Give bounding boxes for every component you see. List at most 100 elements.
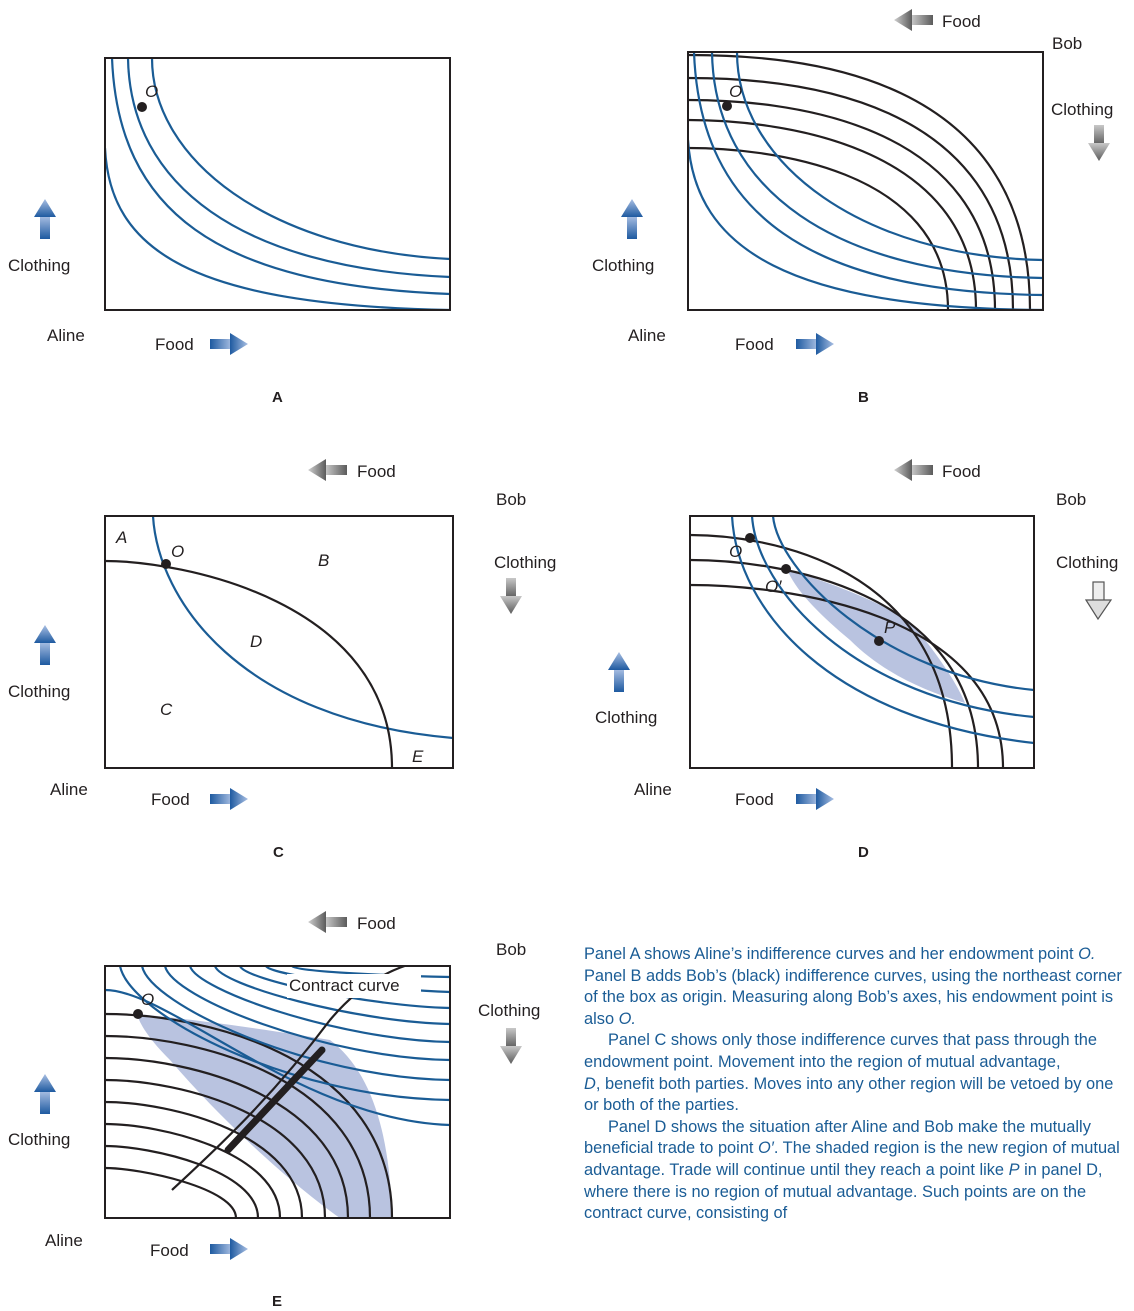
- point-label-o: O: [145, 82, 158, 101]
- point-label-o: O: [171, 542, 184, 561]
- aline-curve-3: [710, 52, 1043, 280]
- aline-food-label: Food: [150, 1241, 189, 1260]
- point-label-p: P: [884, 618, 896, 637]
- aline-indifference-curves: [105, 58, 450, 310]
- caption-text: Panel A shows Aline’s indifference curve…: [584, 945, 1079, 963]
- caption-text: . The shaded region is the new region of…: [584, 1139, 1120, 1179]
- panel-e: Contract curve O Food Bob Clothing Cloth…: [8, 911, 540, 1310]
- endowment-curves: [105, 516, 453, 768]
- aline-clothing-up-arrow-icon: [621, 199, 643, 239]
- edgeworth-box: [104, 515, 454, 769]
- bob-label: Bob: [496, 940, 526, 959]
- aline-curve-3: [126, 58, 450, 279]
- bob-curve-2: [690, 558, 980, 768]
- aline-curve-4: [163, 966, 450, 1062]
- caption-italic: O′: [758, 1139, 774, 1158]
- aline-clothing-label: Clothing: [8, 256, 70, 275]
- edgeworth-box: [104, 965, 451, 1219]
- aline-curve-2: [750, 516, 1034, 719]
- bob-curve-5: [105, 1100, 304, 1218]
- edgeworth-box: [689, 515, 1035, 769]
- caption-paragraph-3: Panel D shows the situation after Aline …: [584, 1117, 1132, 1225]
- bob-curve-3: [105, 1056, 350, 1218]
- aline-curve-1: [105, 988, 450, 1127]
- aline-food-label: Food: [151, 790, 190, 809]
- aline-label: Aline: [50, 780, 88, 799]
- aline-clothing-up-arrow-icon: [608, 652, 630, 692]
- caption-text: Panel D shows the situation after Aline …: [584, 1117, 1091, 1158]
- caption-italic: O.: [618, 1009, 636, 1028]
- panel-letter: B: [858, 389, 869, 406]
- bob-curve-1: [690, 533, 954, 768]
- aline-food-label: Food: [735, 335, 774, 354]
- indifference-curves: [105, 966, 450, 1218]
- region-c-label: C: [160, 700, 173, 719]
- aline-label: Aline: [628, 326, 666, 345]
- bob-curve-3: [688, 98, 997, 310]
- aline-food-right-arrow-icon: [210, 788, 248, 810]
- bob-label: Bob: [1056, 490, 1086, 509]
- aline-curve-1: [730, 516, 1034, 745]
- bob-clothing-label: Clothing: [478, 1001, 540, 1020]
- bob-curve-8: [105, 1166, 238, 1218]
- indifference-curves: [690, 516, 1034, 768]
- point-label-o: O: [729, 82, 742, 101]
- caption-text: Panel B adds Bob’s (black) indifference …: [584, 966, 1122, 1028]
- aline-curve-2: [692, 52, 1043, 297]
- aline-label: Aline: [634, 780, 672, 799]
- trade-point-o-prime: [781, 564, 791, 574]
- bob-food-left-arrow-icon: [894, 459, 933, 481]
- bob-food-label: Food: [357, 914, 396, 933]
- aline-curve-4: [735, 52, 1043, 262]
- aline-curve-1: [105, 147, 450, 310]
- aline-clothing-up-arrow-icon: [34, 625, 56, 665]
- contract-point-p: [874, 636, 884, 646]
- caption-paragraph-1: Panel A shows Aline’s indifference curve…: [584, 944, 1132, 1030]
- point-label-o: O: [141, 990, 154, 1009]
- aline-clothing-label: Clothing: [8, 682, 70, 701]
- aline-food-right-arrow-icon: [210, 333, 248, 355]
- caption-text: Panel C shows only those indifference cu…: [584, 1031, 1097, 1071]
- bob-clothing-down-arrow-icon: [1088, 125, 1110, 161]
- aline-clothing-label: Clothing: [8, 1130, 70, 1149]
- bob-curve-4: [688, 76, 1015, 310]
- aline-curve-3: [771, 516, 1034, 692]
- caption-italic: D: [584, 1074, 596, 1093]
- aline-curve-6: [213, 966, 450, 1026]
- aline-curve: [151, 516, 453, 740]
- bob-clothing-label: Clothing: [494, 553, 556, 572]
- endowment-point-o: [161, 559, 171, 569]
- aline-curve-5: [188, 966, 450, 1044]
- aline-curve-2: [110, 58, 450, 296]
- bob-clothing-down-arrow-icon: [500, 1028, 522, 1064]
- contract-curve-label-bg: [287, 974, 421, 998]
- bob-food-left-arrow-icon: [894, 9, 933, 31]
- edgeworth-box: [104, 57, 451, 311]
- aline-food-right-arrow-icon: [210, 1238, 248, 1260]
- bob-curve-6: [105, 1122, 282, 1218]
- aline-clothing-up-arrow-icon: [34, 199, 56, 239]
- indifference-curves: [688, 52, 1043, 310]
- caption-text: in panel D, where there is no region of …: [584, 1160, 1103, 1223]
- endowment-point-o: [722, 101, 732, 111]
- bob-clothing-label: Clothing: [1056, 553, 1118, 572]
- panel-letter: C: [273, 844, 284, 861]
- bob-label: Bob: [1052, 34, 1082, 53]
- bob-curve-1: [105, 1012, 394, 1218]
- region-e-label: E: [412, 747, 424, 766]
- bob-curve-2: [105, 1034, 372, 1218]
- bob-clothing-down-arrow-icon: [1084, 581, 1113, 621]
- bob-food-left-arrow-icon: [308, 911, 347, 933]
- bob-curve-2: [688, 118, 978, 310]
- bob-curve-5: [688, 53, 1032, 310]
- bob-curve-4: [105, 1078, 327, 1218]
- aline-curve-3: [140, 966, 450, 1082]
- figure-caption: Panel A shows Aline’s indifference curve…: [584, 944, 1132, 1225]
- region-b-label: B: [318, 551, 329, 570]
- caption-text: , benefit both parties. Moves into any o…: [584, 1074, 1114, 1115]
- caption-italic: O.: [1078, 945, 1096, 963]
- aline-curve-2: [118, 966, 450, 1102]
- bob-label: Bob: [496, 490, 526, 509]
- panel-c: O A B C D E Food Bob Clothing Clothing A…: [8, 459, 556, 861]
- aline-label: Aline: [47, 326, 85, 345]
